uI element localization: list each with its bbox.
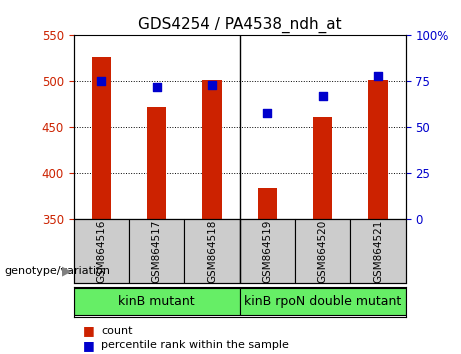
Text: ■: ■	[83, 325, 95, 337]
Point	[374, 73, 382, 79]
Text: kinB rpoN double mutant: kinB rpoN double mutant	[244, 295, 402, 308]
Text: percentile rank within the sample: percentile rank within the sample	[101, 340, 290, 350]
Bar	[147, 107, 166, 219]
Text: ■: ■	[83, 339, 95, 352]
Bar	[202, 80, 222, 219]
Text: GSM864521: GSM864521	[373, 219, 383, 283]
Text: GSM864519: GSM864519	[262, 219, 272, 283]
Text: GSM864517: GSM864517	[152, 219, 162, 283]
Point	[98, 79, 105, 84]
Bar	[368, 80, 388, 219]
Point	[208, 82, 216, 88]
Text: GSM864518: GSM864518	[207, 219, 217, 283]
Bar	[258, 188, 277, 219]
Title: GDS4254 / PA4538_ndh_at: GDS4254 / PA4538_ndh_at	[138, 16, 342, 33]
Point	[319, 93, 326, 99]
Text: genotype/variation: genotype/variation	[5, 266, 111, 276]
Bar	[240, 219, 295, 283]
Bar	[129, 219, 184, 283]
Text: count: count	[101, 326, 133, 336]
Bar	[240, 288, 406, 315]
Bar	[74, 219, 129, 283]
Text: ▶: ▶	[62, 264, 71, 277]
Text: kinB mutant: kinB mutant	[118, 295, 195, 308]
Bar	[74, 288, 240, 315]
Text: GSM864520: GSM864520	[318, 220, 328, 283]
Point	[153, 84, 160, 90]
Bar	[350, 219, 406, 283]
Bar	[313, 117, 332, 219]
Bar	[184, 219, 240, 283]
Point	[264, 110, 271, 115]
Bar	[295, 219, 350, 283]
Text: GSM864516: GSM864516	[96, 219, 106, 283]
Bar	[92, 57, 111, 219]
